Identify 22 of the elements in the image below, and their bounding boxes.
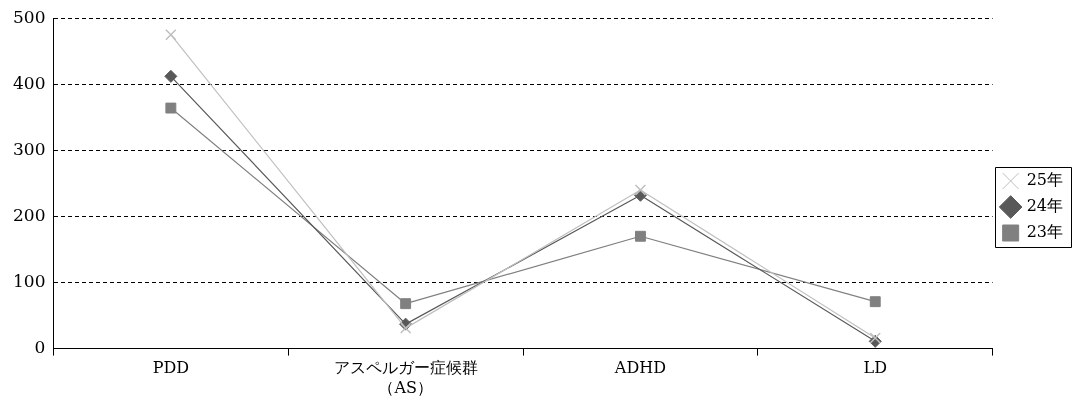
point xyxy=(399,322,412,334)
x-tick-label: LD xyxy=(863,358,887,378)
y-tick-label: 400 xyxy=(12,72,46,93)
y-tick-label: 200 xyxy=(12,204,46,225)
point xyxy=(165,102,177,114)
point xyxy=(165,29,177,41)
y-tick-label: 500 xyxy=(12,6,46,27)
x-tick-label: PDD xyxy=(152,358,190,378)
point xyxy=(869,332,881,344)
x-tick-label: ADHD xyxy=(613,358,667,378)
legend-label: 23年 xyxy=(1026,222,1063,242)
x-tick-label: アスペルガー症候群（AS） xyxy=(333,358,478,397)
point xyxy=(634,230,646,242)
y-tick-label: 300 xyxy=(12,138,46,159)
point xyxy=(400,298,412,310)
point xyxy=(634,184,647,196)
point xyxy=(164,69,178,83)
y-tick-label: 100 xyxy=(12,270,46,291)
point xyxy=(869,296,881,308)
legend-label: 25年 xyxy=(1026,170,1063,190)
y-tick-label: 0 xyxy=(34,337,46,358)
legend-label: 24年 xyxy=(1026,196,1063,216)
